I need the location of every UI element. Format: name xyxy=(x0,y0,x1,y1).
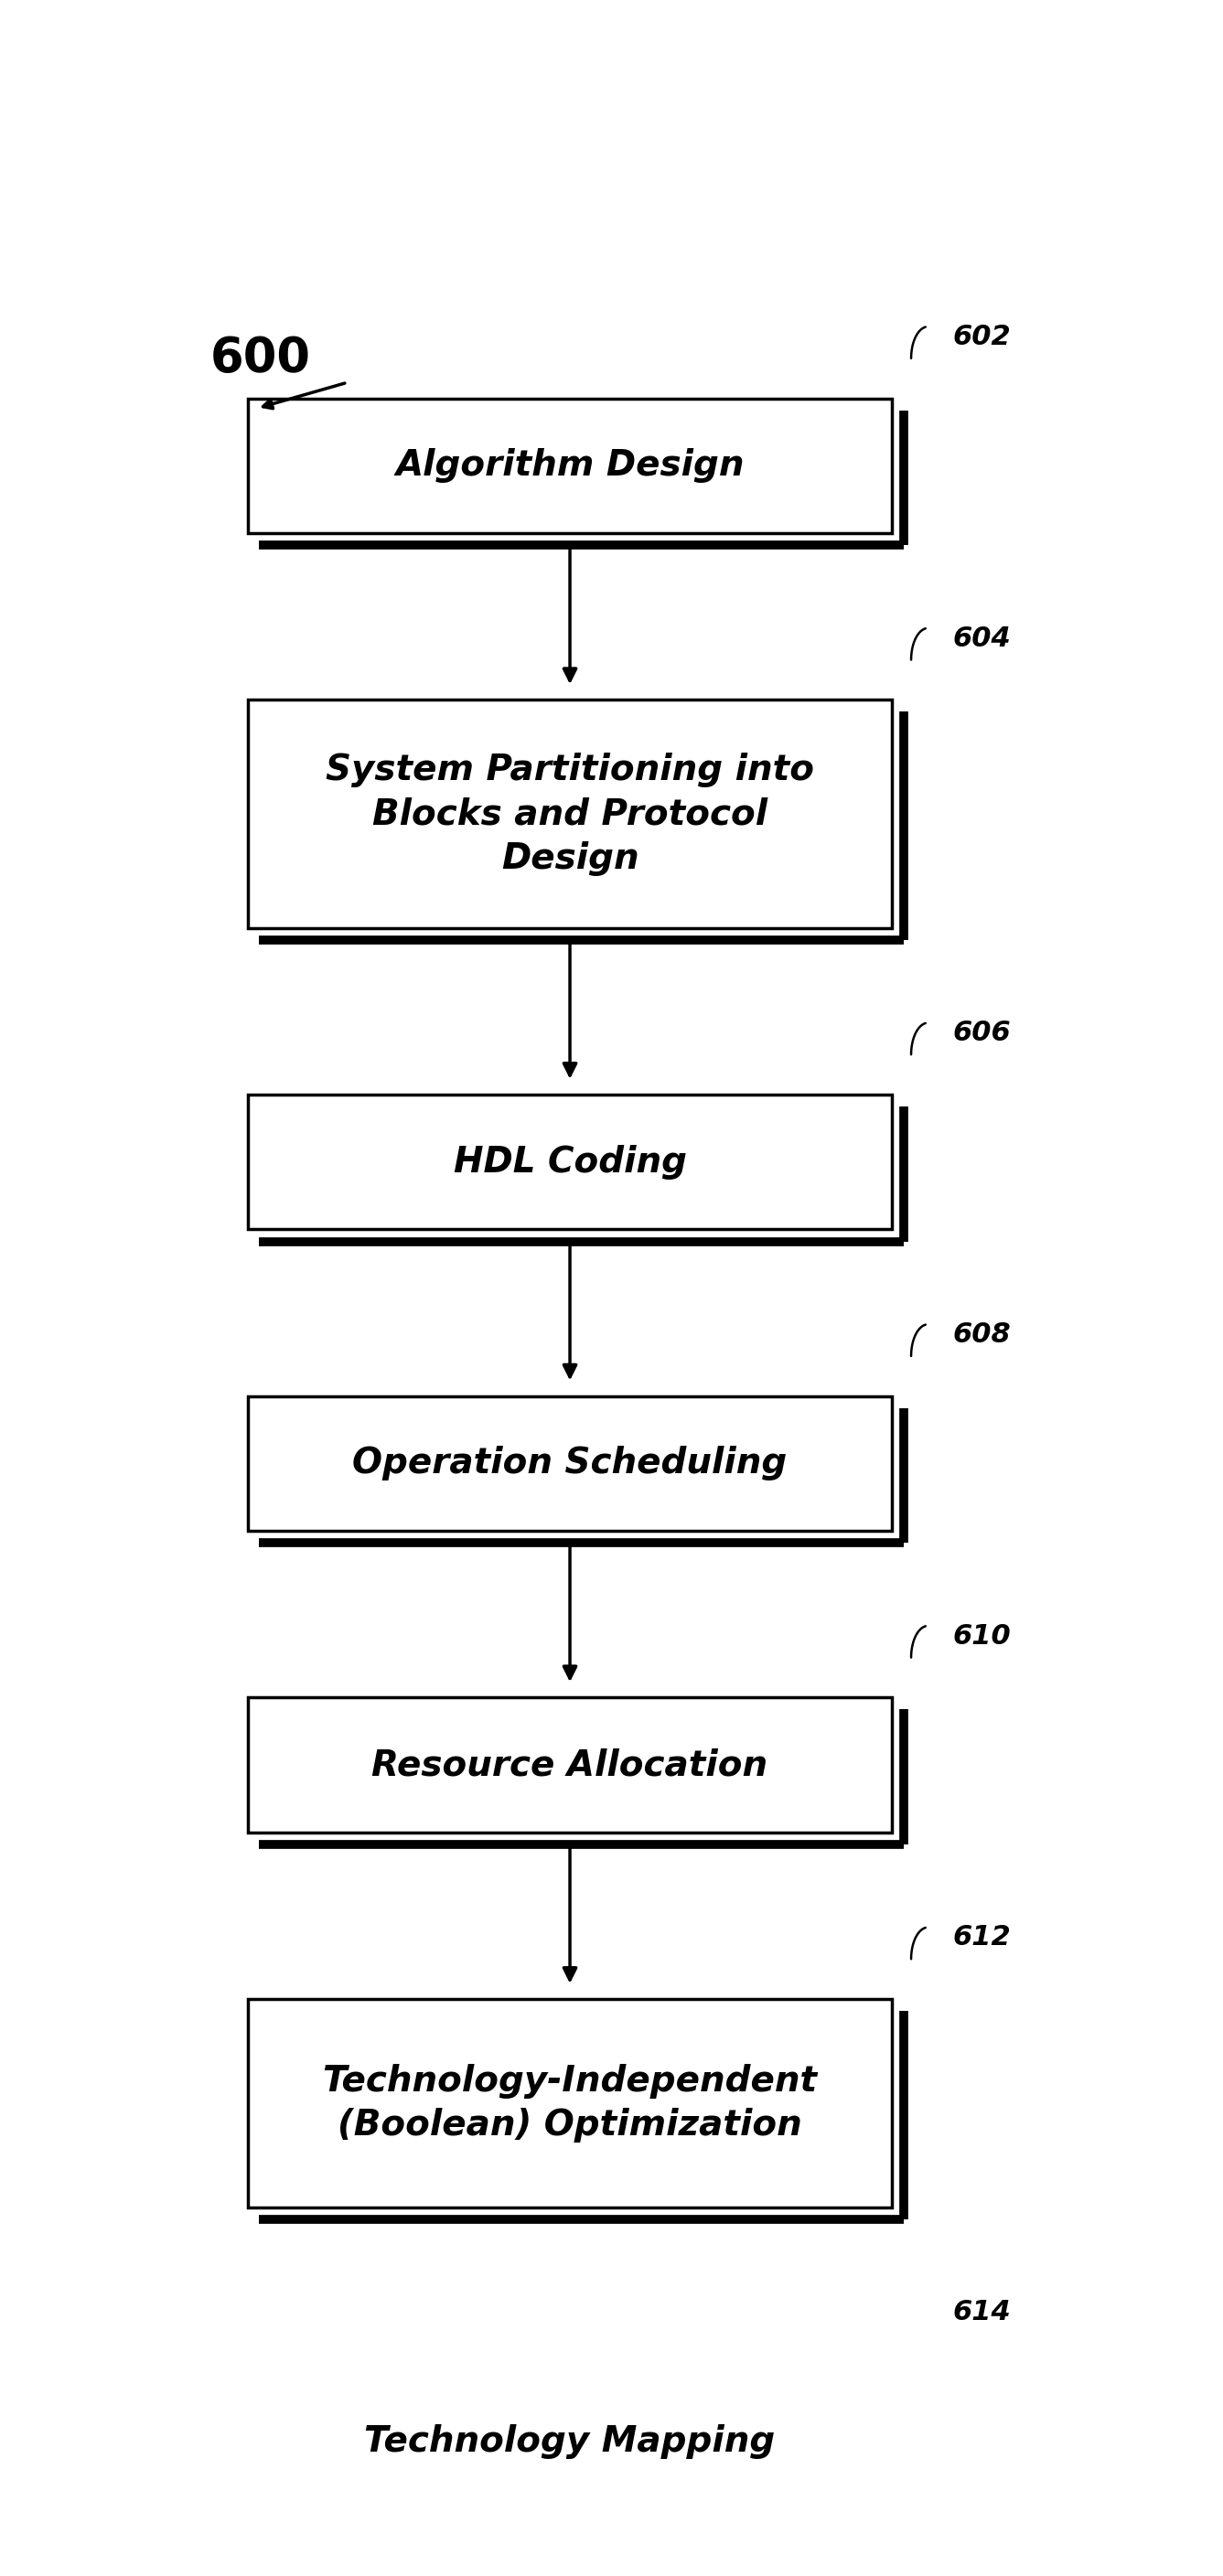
Text: Algorithm Design: Algorithm Design xyxy=(395,448,745,484)
Text: 612: 612 xyxy=(953,1924,1011,1950)
Text: Operation Scheduling: Operation Scheduling xyxy=(352,1445,788,1481)
Text: 610: 610 xyxy=(953,1623,1011,1649)
Text: 614: 614 xyxy=(953,2300,1011,2326)
Text: 604: 604 xyxy=(953,626,1011,652)
Text: Technology Mapping: Technology Mapping xyxy=(364,2424,775,2458)
Bar xyxy=(247,399,892,533)
Text: HDL Coding: HDL Coding xyxy=(454,1144,686,1180)
Bar xyxy=(247,701,892,927)
Text: 608: 608 xyxy=(953,1321,1011,1347)
Text: 600: 600 xyxy=(210,335,311,381)
Bar xyxy=(247,1999,892,2208)
Text: 602: 602 xyxy=(953,325,1011,350)
Bar xyxy=(247,2375,892,2509)
Text: Resource Allocation: Resource Allocation xyxy=(372,1747,768,1783)
Bar xyxy=(247,1698,892,1832)
Bar xyxy=(247,1396,892,1530)
Text: 606: 606 xyxy=(953,1020,1011,1046)
Bar xyxy=(247,1095,892,1229)
Text: Technology-Independent
(Boolean) Optimization: Technology-Independent (Boolean) Optimiz… xyxy=(323,2063,817,2143)
Text: System Partitioning into
Blocks and Protocol
Design: System Partitioning into Blocks and Prot… xyxy=(325,752,815,876)
